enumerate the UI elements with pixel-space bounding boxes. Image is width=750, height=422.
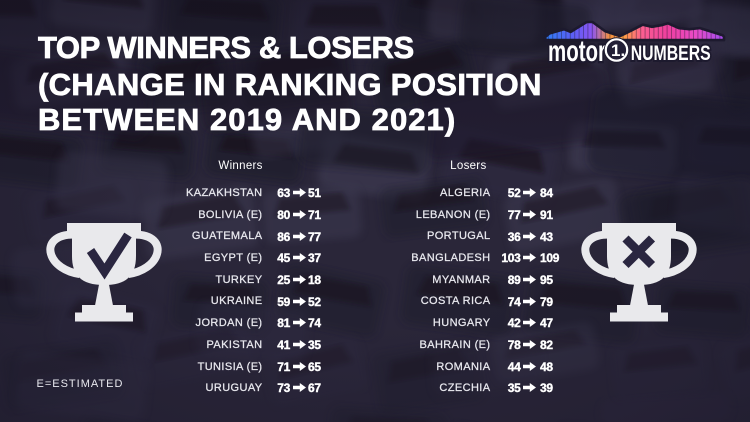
svg-text:motor: motor [548,35,606,68]
svg-text:NUMBERS: NUMBERS [631,42,711,65]
svg-text:1.: 1. [611,41,625,60]
